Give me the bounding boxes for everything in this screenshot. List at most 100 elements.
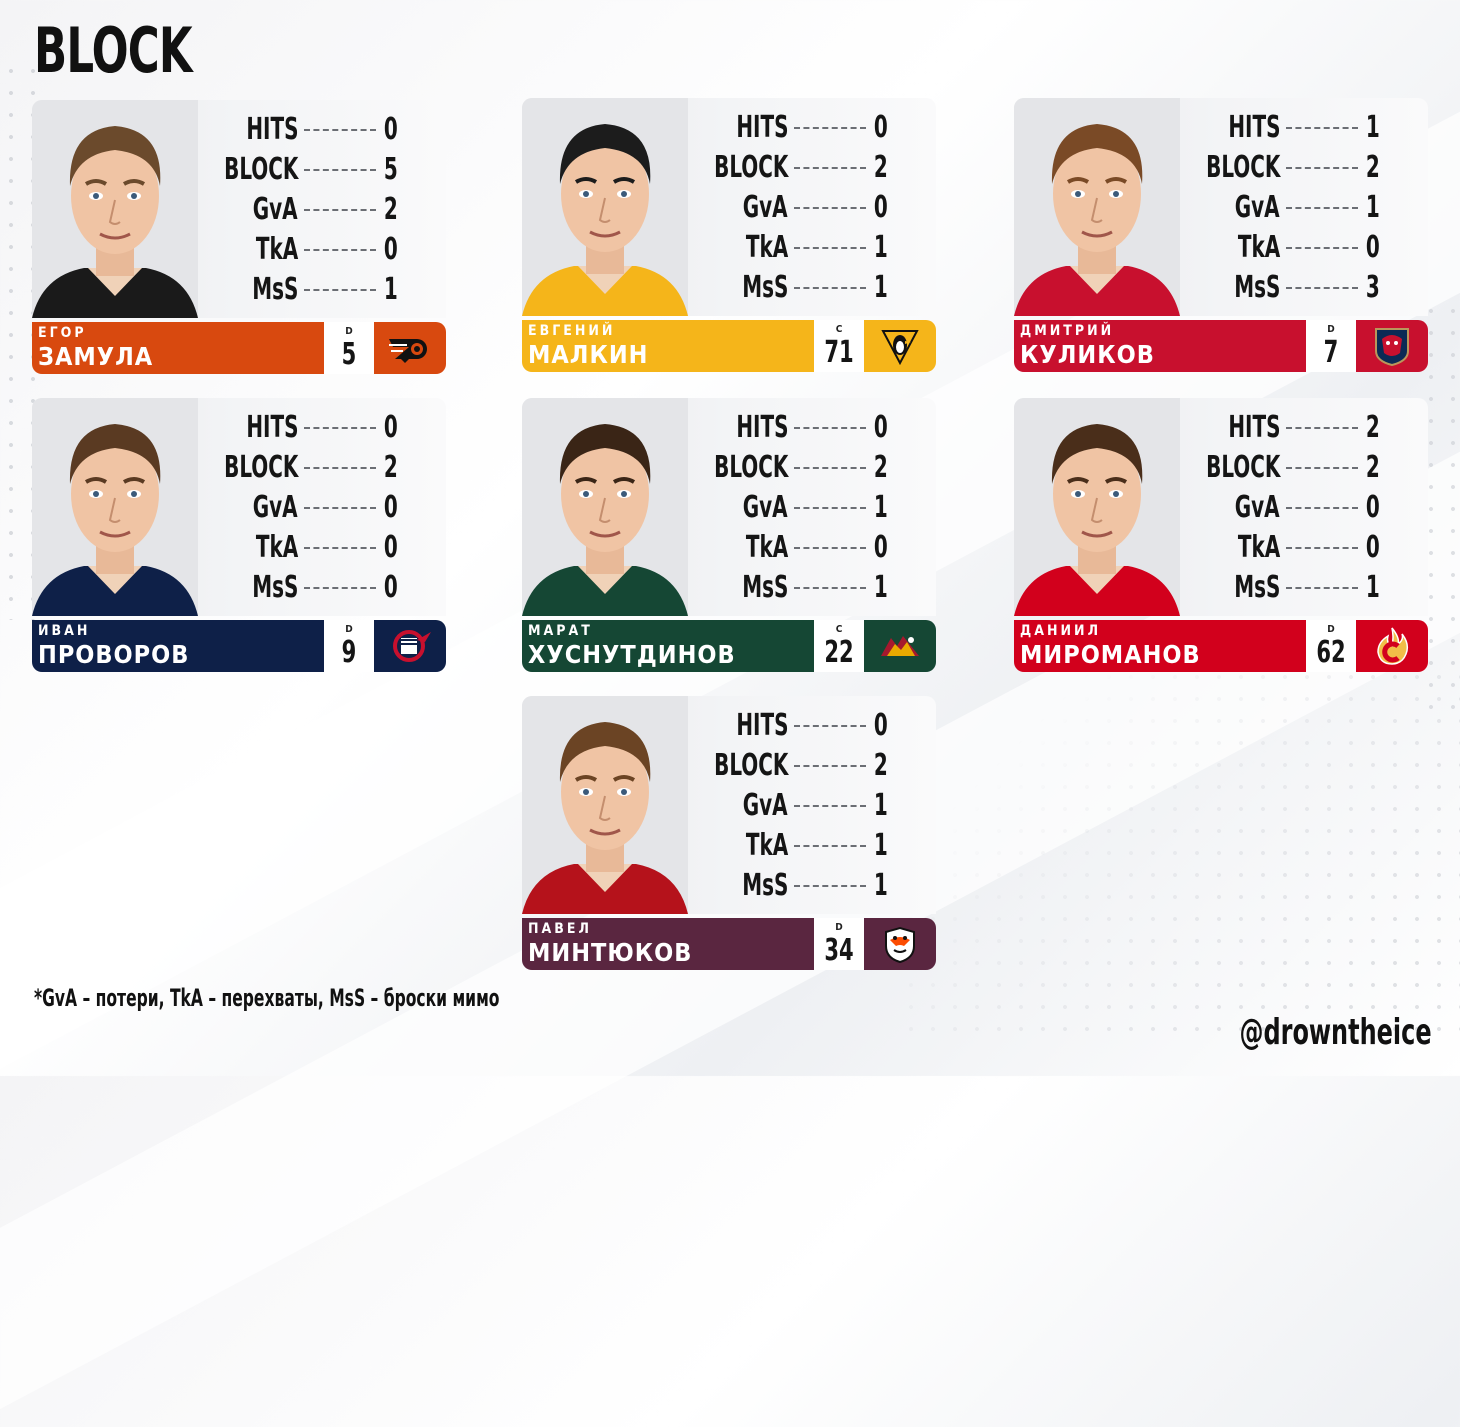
stat-value: 0 [384,490,398,525]
stat-row: GvA 2 [208,190,404,230]
stat-label: HITS [1227,110,1280,145]
blue-jackets-logo-icon [374,620,446,672]
stat-label: BLOCK [713,150,788,185]
stat-value: 1 [874,490,888,525]
dash-leader [1286,207,1358,209]
stat-value: 1 [1366,570,1380,605]
stat-label: GvA [1235,190,1280,225]
stat-row: BLOCK 2 [698,148,894,188]
player-last-name: Минтюков [528,938,693,967]
player-card: HITS 2 BLOCK 2 GvA 0 TkA 0 MsS 1 Даниил Мироманов D 6… [1014,398,1428,674]
player-portrait [522,696,688,914]
stat-value: 2 [384,450,398,485]
dash-leader [794,885,866,887]
stat-label: HITS [1227,410,1280,445]
stat-value: 0 [384,570,398,605]
stat-row: TkA 0 [208,528,404,568]
dash-leader [1286,167,1358,169]
stats-list: HITS 2 BLOCK 2 GvA 0 TkA 0 MsS 1 [1190,408,1386,608]
player-card: HITS 0 BLOCK 5 GvA 2 TkA 0 MsS 1 Егор Замула D 5 [32,100,446,376]
stat-label: GvA [253,490,298,525]
stat-value: 1 [384,272,398,307]
player-last-name: Куликов [1020,340,1155,369]
stat-row: MsS 1 [1190,568,1386,608]
dash-leader [304,129,376,131]
page-title: BLOCK [34,14,193,87]
dash-leader [794,167,866,169]
stat-row: BLOCK 2 [1190,448,1386,488]
stat-label: GvA [743,788,788,823]
dash-leader [794,127,866,129]
stat-value: 1 [874,868,888,903]
flames-logo-icon [1356,620,1428,672]
stat-row: GvA 0 [698,188,894,228]
stat-row: BLOCK 2 [1190,148,1386,188]
stat-value: 5 [384,152,398,187]
dash-leader [794,207,866,209]
stat-label: TkA [1237,230,1280,265]
player-last-name: Хуснутдинов [528,640,736,669]
name-bar: Егор Замула [32,322,324,374]
stat-value: 1 [874,570,888,605]
player-first-name: Дмитрий [1020,323,1115,339]
stat-row: TkA 0 [698,528,894,568]
stat-row: GvA 0 [208,488,404,528]
stat-label: GvA [1235,490,1280,525]
player-first-name: Даниил [1020,623,1102,639]
player-card: HITS 0 BLOCK 2 GvA 1 TkA 1 MsS 1 Павел Минтюков D 34 [522,696,936,972]
name-bar: Евгений Малкин [522,320,814,372]
stats-list: HITS 0 BLOCK 2 GvA 0 TkA 0 MsS 0 [208,408,404,608]
dash-leader [794,725,866,727]
player-card: HITS 0 BLOCK 2 GvA 0 TkA 1 MsS 1 Евгений Малкин C 71 [522,98,936,374]
stats-list: HITS 0 BLOCK 2 GvA 1 TkA 1 MsS 1 [698,706,894,906]
wild-logo-icon [864,620,936,672]
stat-row: HITS 1 [1190,108,1386,148]
stat-row: BLOCK 2 [208,448,404,488]
stat-row: TkA 1 [698,826,894,866]
player-first-name: Иван [38,623,91,639]
dash-leader [304,289,376,291]
stat-value: 1 [874,788,888,823]
stat-label: BLOCK [223,450,298,485]
stat-row: GvA 1 [698,786,894,826]
player-position: D [345,624,353,635]
dash-leader [794,247,866,249]
player-portrait [522,398,688,616]
stat-row: GvA 0 [1190,488,1386,528]
dash-leader [304,587,376,589]
dash-leader [304,169,376,171]
dash-leader [794,467,866,469]
panthers-logo-icon [1356,320,1428,372]
stat-label: BLOCK [1205,450,1280,485]
stat-value: 2 [1366,410,1380,445]
stat-row: TkA 0 [1190,228,1386,268]
player-last-name: Замула [38,342,154,371]
jersey-number: 62 [1316,635,1346,670]
player-position: D [345,326,353,337]
dash-leader [304,427,376,429]
stat-value: 2 [1366,150,1380,185]
stat-label: HITS [735,110,788,145]
name-bar: Иван Проворов [32,620,324,672]
jersey-number: 9 [341,635,357,670]
stat-label: BLOCK [713,450,788,485]
number-box: C 22 [814,620,864,672]
stat-label: TkA [745,828,788,863]
stat-value: 0 [874,110,888,145]
flyers-logo-icon [374,322,446,374]
stat-label: GvA [253,192,298,227]
dash-leader [1286,287,1358,289]
stat-label: BLOCK [223,152,298,187]
stat-value: 0 [874,530,888,565]
stat-label: MsS [741,868,788,903]
stat-label: MsS [741,270,788,305]
name-bar: Марат Хуснутдинов [522,620,814,672]
stat-label: BLOCK [1205,150,1280,185]
dash-leader [794,765,866,767]
stat-label: HITS [735,708,788,743]
stat-value: 1 [874,230,888,265]
name-bar: Даниил Мироманов [1014,620,1306,672]
player-first-name: Евгений [528,323,616,339]
stat-row: HITS 0 [698,108,894,148]
